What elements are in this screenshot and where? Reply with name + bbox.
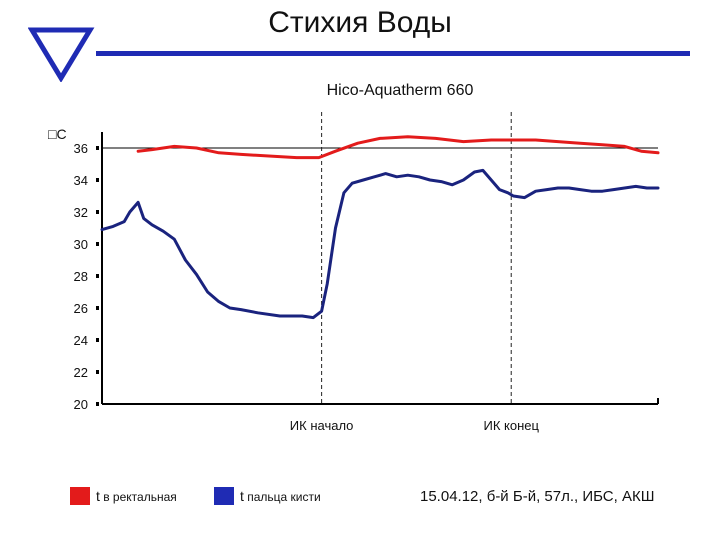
annotation-label-0: ИК начало [290, 418, 354, 433]
y-tick-label-22: 22 [74, 365, 88, 380]
y-tick-label-34: 34 [74, 173, 88, 188]
y-tick-label-28: 28 [74, 269, 88, 284]
y-tick-mark-26 [96, 306, 99, 310]
legend-label-rectal-main: t [96, 488, 100, 504]
slide-title: Стихия Воды [268, 6, 452, 39]
series-line-0 [136, 135, 660, 160]
y-axis-unit-label: □С [48, 126, 67, 142]
legend-label-finger: t пальца кисти [240, 488, 321, 504]
chart-axes [101, 132, 659, 405]
chart-annotations: ИК начало ИК конец [290, 112, 539, 433]
y-tick-label-36: 36 [74, 141, 88, 156]
legend-label-rectal-sub: в ректальная [99, 490, 177, 504]
y-tick-mark-30 [96, 242, 99, 246]
legend-swatch-red [70, 487, 90, 505]
y-tick-mark-24 [96, 338, 99, 342]
y-tick-label-32: 32 [74, 205, 88, 220]
header-rule [96, 51, 690, 56]
y-tick-label-26: 26 [74, 301, 88, 316]
series-line-1 [100, 168, 660, 320]
y-tick-mark-20 [96, 402, 99, 406]
chart-title: Hico-Aquatherm 660 [326, 82, 474, 99]
legend-label-finger-main: t [240, 488, 244, 504]
y-tick-label-24: 24 [74, 333, 88, 348]
patient-caption: 15.04.12, б-й Б-й, 57л., ИБС, АКШ [420, 488, 655, 505]
legend-label-finger-sub: пальца кисти [243, 490, 321, 504]
y-ticks: 36 34 32 30 28 26 24 22 20 [74, 141, 99, 412]
y-tick-mark-34 [96, 178, 99, 182]
legend-swatch-blue [214, 487, 234, 505]
annotation-label-1: ИК конец [483, 418, 539, 433]
legend-label-rectal: t в ректальная [96, 488, 177, 504]
y-tick-label-20: 20 [74, 397, 88, 412]
y-tick-mark-22 [96, 370, 99, 374]
y-tick-label-30: 30 [74, 237, 88, 252]
y-tick-mark-32 [96, 210, 99, 214]
y-tick-mark-28 [96, 274, 99, 278]
triangle-logo-icon [28, 27, 95, 82]
chart-series [100, 135, 660, 320]
y-tick-mark-36 [96, 146, 99, 150]
